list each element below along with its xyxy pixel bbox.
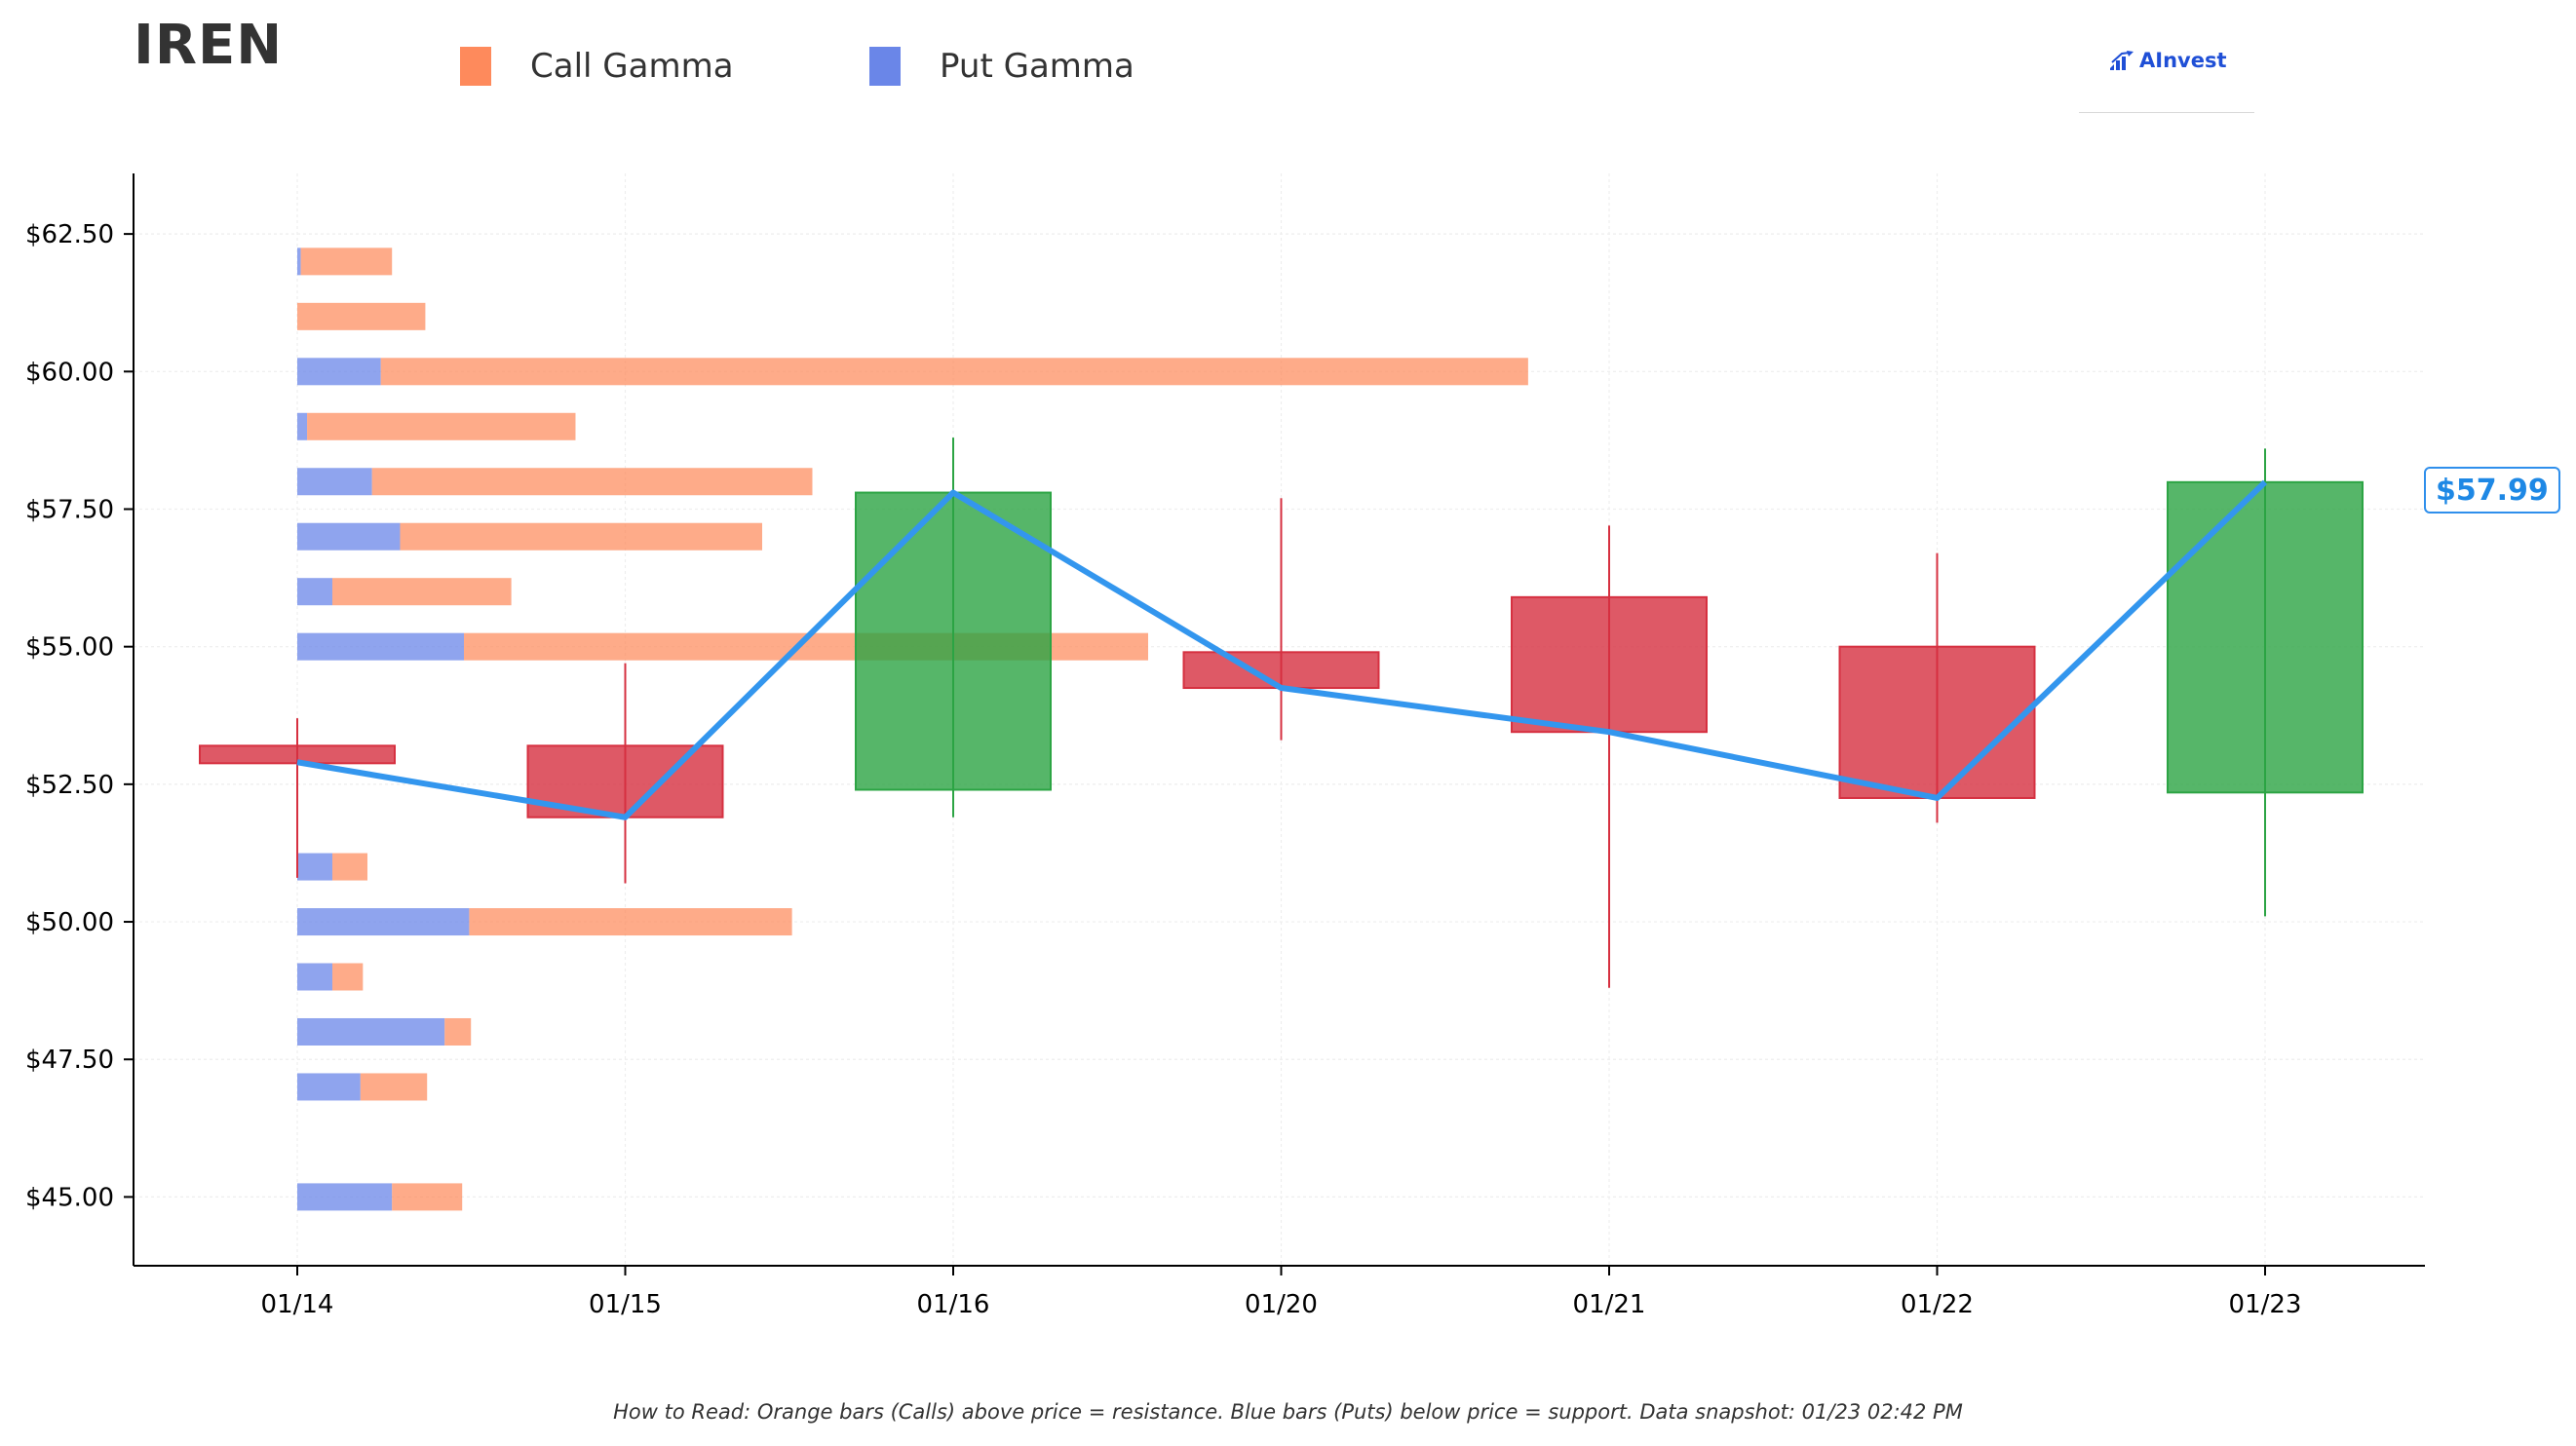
put-gamma-bar [297,1017,445,1046]
call-gamma-bar [332,578,512,606]
brand-logo: AInvest [2110,49,2227,72]
call-gamma-bar [380,358,1528,386]
call-gamma-bar [371,468,813,496]
call-legend-label: Call Gamma [530,47,734,86]
call-gamma-bar [469,908,792,936]
put-gamma-bar [297,412,308,440]
x-tick-label: 01/15 [589,1290,662,1319]
call-gamma-bar [360,1073,428,1101]
close-price-line [296,479,2268,820]
candle-body [1511,595,1708,734]
put-gamma-bar [297,632,464,661]
call-gamma-bar [332,963,364,991]
put-legend-swatch [869,47,901,86]
candle-body [2167,480,2364,794]
put-gamma-bar [297,853,332,881]
footnote: How to Read: Orange bars (Calls) above p… [613,1400,1963,1424]
candle-body [1838,645,2036,799]
put-gamma-bar [297,522,401,551]
call-gamma-bar [332,853,367,881]
candle-body [1182,651,1380,690]
y-tick-label: $55.00 [25,633,114,663]
legend-call: Call Gamma [460,37,734,95]
last-price-tag: $57.99 [2424,467,2560,514]
y-tick-label: $57.50 [25,495,114,524]
ticker-title: IREN [134,14,284,77]
put-gamma-bar [297,468,372,496]
call-gamma-bar [297,302,426,330]
put-gamma-bar [297,908,470,936]
y-tick-label: $52.50 [25,771,114,800]
put-gamma-bar [297,1183,393,1211]
put-gamma-bar [297,963,332,991]
x-tick-label: 01/14 [261,1290,334,1319]
x-tick-label: 01/22 [1901,1290,1974,1319]
y-tick-label: $50.00 [25,908,114,937]
legend-put: Put Gamma [869,37,1134,95]
put-gamma-bar [297,247,301,276]
candle-body [199,744,396,765]
x-tick-label: 01/23 [2229,1290,2302,1319]
call-gamma-bar [307,412,576,440]
call-legend-swatch [460,47,491,86]
call-gamma-bar [300,247,393,276]
y-tick-label: $45.00 [25,1183,114,1212]
x-tick-label: 01/16 [917,1290,990,1319]
y-tick-label: $47.50 [25,1046,114,1075]
brand-chart-icon [2110,51,2134,70]
put-legend-label: Put Gamma [940,47,1134,86]
brand-divider [2079,112,2254,113]
y-tick-label: $62.50 [25,220,114,249]
candle-body [855,491,1052,791]
call-gamma-bar [444,1017,472,1046]
x-tick-label: 01/21 [1573,1290,1646,1319]
y-tick-label: $60.00 [25,358,114,387]
brand-name: AInvest [2139,49,2227,72]
put-gamma-bar [297,578,332,606]
x-tick-label: 01/20 [1245,1290,1318,1319]
call-gamma-bar [400,522,762,551]
put-gamma-bar [297,1073,361,1101]
put-gamma-bar [297,358,381,386]
call-gamma-bar [392,1183,463,1211]
